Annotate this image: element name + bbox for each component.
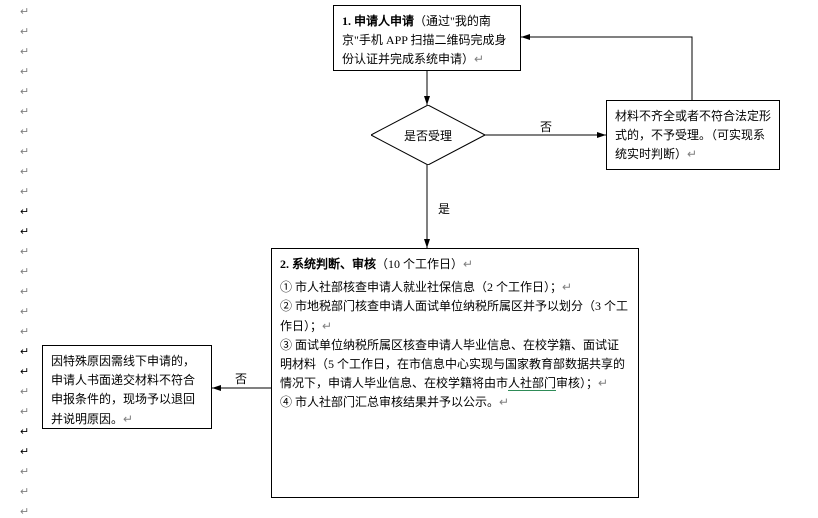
return-mark: ↵ xyxy=(20,5,29,18)
return-mark: ↵ xyxy=(20,65,29,78)
offline-node: 因特殊原因需线下申请的，申请人书面递交材料不符合申报条件的，现场予以退回并说明原… xyxy=(42,345,212,429)
step1-title: 1. 申请人申请 xyxy=(342,14,414,28)
step2-line-1: ① 市人社部核查申请人就业社保信息（2 个工作日）；↵ xyxy=(280,278,630,297)
return-mark: ↵ xyxy=(20,205,29,218)
return-mark: ↵ xyxy=(20,25,29,38)
return-mark: ↵ xyxy=(20,125,29,138)
list-text: 市地税部门核查申请人面试单位纳税所属区并予以划分（3 个工作日）； xyxy=(280,299,628,332)
return-mark: ↵ xyxy=(20,85,29,98)
return-mark: ↵ xyxy=(20,425,29,438)
return-mark: ↵ xyxy=(20,145,29,158)
ret-mark: ↵ xyxy=(322,319,332,333)
edge-label-yes: 是 xyxy=(438,200,450,217)
return-mark: ↵ xyxy=(20,365,29,378)
return-mark: ↵ xyxy=(20,285,29,298)
list-num: ④ xyxy=(280,395,292,409)
return-mark: ↵ xyxy=(20,345,29,358)
step2-title: 2. 系统判断、审核 xyxy=(280,257,376,271)
ret-mark: ↵ xyxy=(687,147,697,161)
return-mark: ↵ xyxy=(20,405,29,418)
return-mark: ↵ xyxy=(20,45,29,58)
list-num: ① xyxy=(280,280,292,294)
step2-line-4: ④ 市人社部门汇总审核结果并予以公示。↵ xyxy=(280,393,630,412)
ret-mark: ↵ xyxy=(598,376,608,390)
ret-mark: ↵ xyxy=(463,257,473,271)
return-mark: ↵ xyxy=(20,445,29,458)
reject-node: 材料不齐全或者不符合法定形式的，不予受理。（可实现系统实时判断）↵ xyxy=(606,100,780,170)
return-mark: ↵ xyxy=(20,265,29,278)
list-text: 市人社部门汇总审核结果并予以公示。 xyxy=(292,395,499,409)
step2-underline: 人社部门 xyxy=(508,376,556,391)
return-marks-gutter: ↵↵↵↵↵↵↵↵↵↵↵↵↵↵↵↵↵↵↵↵↵↵↵↵↵↵ xyxy=(0,0,30,511)
decision-node: 是否受理 xyxy=(371,105,485,165)
list-text: 市人社部核查申请人就业社保信息（2 个工作日）； xyxy=(292,280,562,294)
step1-node: 1. 申请人申请（通过"我的南京"手机 APP 扫描二维码完成身份认证并完成系统… xyxy=(333,5,521,71)
step2-node: 2. 系统判断、审核（10 个工作日）↵ ① 市人社部核查申请人就业社保信息（2… xyxy=(271,248,639,498)
return-mark: ↵ xyxy=(20,105,29,118)
return-mark: ↵ xyxy=(20,385,29,398)
return-mark: ↵ xyxy=(20,165,29,178)
return-mark: ↵ xyxy=(20,485,29,498)
edge-label-no-1: 否 xyxy=(540,118,552,135)
return-mark: ↵ xyxy=(20,465,29,478)
ret-mark: ↵ xyxy=(123,412,133,426)
ret-mark: ↵ xyxy=(474,52,484,66)
return-mark: ↵ xyxy=(20,305,29,318)
list-num: ② xyxy=(280,299,292,313)
return-mark: ↵ xyxy=(20,505,29,518)
step2-line-3: ③ 面试单位纳税所属区核查申请人毕业信息、在校学籍、面试证明材料（5 个工作日，… xyxy=(280,336,630,394)
edge-label-no-2: 否 xyxy=(235,370,247,387)
return-mark: ↵ xyxy=(20,225,29,238)
step2-title-suffix: （10 个工作日） xyxy=(376,257,463,271)
return-mark: ↵ xyxy=(20,245,29,258)
ret-mark: ↵ xyxy=(562,280,572,294)
return-mark: ↵ xyxy=(20,325,29,338)
ret-mark: ↵ xyxy=(499,395,509,409)
list-num: ③ xyxy=(280,338,292,352)
list-text-tail: 审核）； xyxy=(556,376,598,390)
return-mark: ↵ xyxy=(20,185,29,198)
step2-line-2: ② 市地税部门核查申请人面试单位纳税所属区并予以划分（3 个工作日）；↵ xyxy=(280,297,630,335)
